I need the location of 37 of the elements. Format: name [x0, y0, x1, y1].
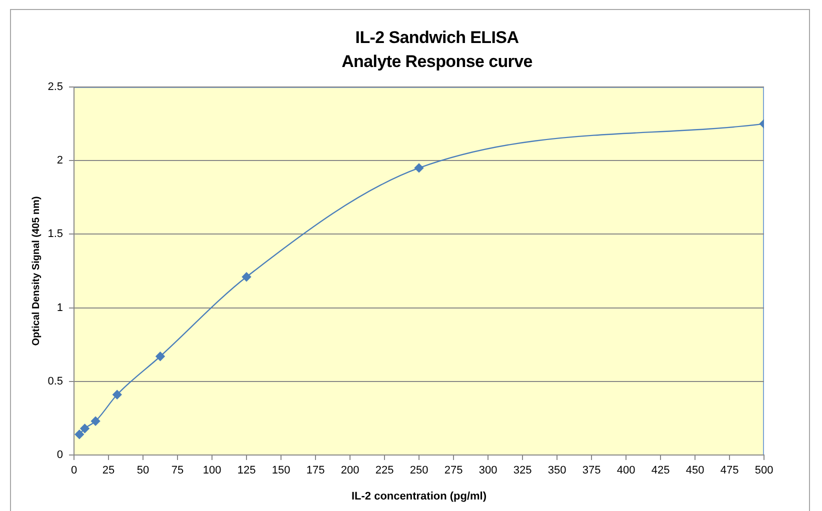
x-tick-label: 225	[375, 464, 394, 477]
x-tick-label: 150	[272, 464, 290, 477]
y-tick-label: 0	[56, 449, 63, 462]
x-tick-label: 300	[478, 464, 498, 477]
point	[156, 352, 165, 361]
x-tick-label: 250	[410, 464, 428, 477]
x-tick-label: 375	[582, 464, 601, 477]
y-axis-title: Optical Density Signal (405 nm)	[30, 196, 42, 346]
y-tick-label: 2.5	[48, 81, 63, 94]
point	[80, 424, 90, 434]
chart-title: IL-2 Sandwich ELISA Analyte Response curve	[340, 27, 534, 73]
point	[74, 430, 84, 439]
point	[242, 272, 252, 282]
x-tick-label: 75	[171, 464, 184, 477]
point	[414, 163, 424, 173]
y-tick-label: 1	[56, 302, 63, 314]
x-tick-label: 200	[340, 464, 360, 477]
x-tick-label: 100	[202, 464, 222, 477]
x-tick-label: 500	[754, 464, 774, 477]
y-tick-label: 0.5	[48, 375, 63, 388]
x-tick-label: 325	[513, 464, 532, 477]
y-tick-label: 2	[56, 154, 63, 167]
x-tick-label: 450	[686, 464, 704, 477]
x-tick-label: 175	[306, 464, 325, 477]
x-axis-title: IL-2 concentration (pg/ml)	[351, 490, 487, 502]
x-tick-label: 425	[651, 464, 670, 477]
x-tick-label: 25	[102, 464, 115, 477]
x-tick-label: 400	[616, 464, 636, 477]
x-tick-label: 350	[548, 464, 566, 477]
x-tick-label: 125	[237, 464, 256, 477]
y-tick-label: 1.5	[48, 228, 63, 240]
point	[90, 416, 100, 426]
x-tick-label: 0	[70, 464, 78, 477]
x-tick-label: 475	[720, 464, 739, 477]
x-tick-label: 275	[444, 464, 463, 477]
point	[112, 390, 122, 400]
x-tick-label: 50	[136, 464, 150, 477]
